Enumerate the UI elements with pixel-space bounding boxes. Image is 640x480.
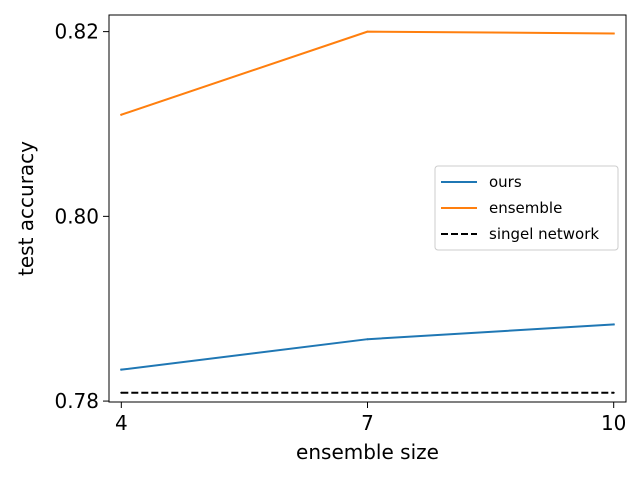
data-point-ours — [612, 323, 615, 326]
y-tick-label: 0.78 — [54, 389, 99, 413]
series-layer — [120, 30, 615, 394]
data-point-ours — [366, 338, 369, 341]
x-axis-label: ensemble size — [296, 440, 439, 464]
data-point-singel-network — [366, 391, 369, 394]
data-point-singel-network — [120, 391, 123, 394]
y-axis-label: test accuracy — [14, 141, 38, 276]
data-point-ensemble — [366, 30, 369, 33]
data-point-singel-network — [612, 391, 615, 394]
x-tick-label: 4 — [115, 411, 128, 435]
x-tick-label: 10 — [601, 411, 626, 435]
legend-box — [434, 165, 619, 251]
x-tick-label: 7 — [361, 411, 374, 435]
data-point-ensemble — [120, 113, 123, 116]
legend-label-ensemble: ensemble — [489, 199, 562, 217]
legend-label-singel-network: singel network — [489, 225, 599, 243]
y-tick-label: 0.82 — [54, 20, 99, 44]
legend: ours ensemble singel network — [434, 165, 619, 251]
data-point-ensemble — [612, 32, 615, 35]
data-point-ours — [120, 368, 123, 371]
legend-label-ours: ours — [489, 173, 522, 191]
y-tick-label: 0.80 — [54, 204, 99, 228]
axes-layer: 4 7 10 0.78 0.80 0.82 — [54, 20, 626, 435]
